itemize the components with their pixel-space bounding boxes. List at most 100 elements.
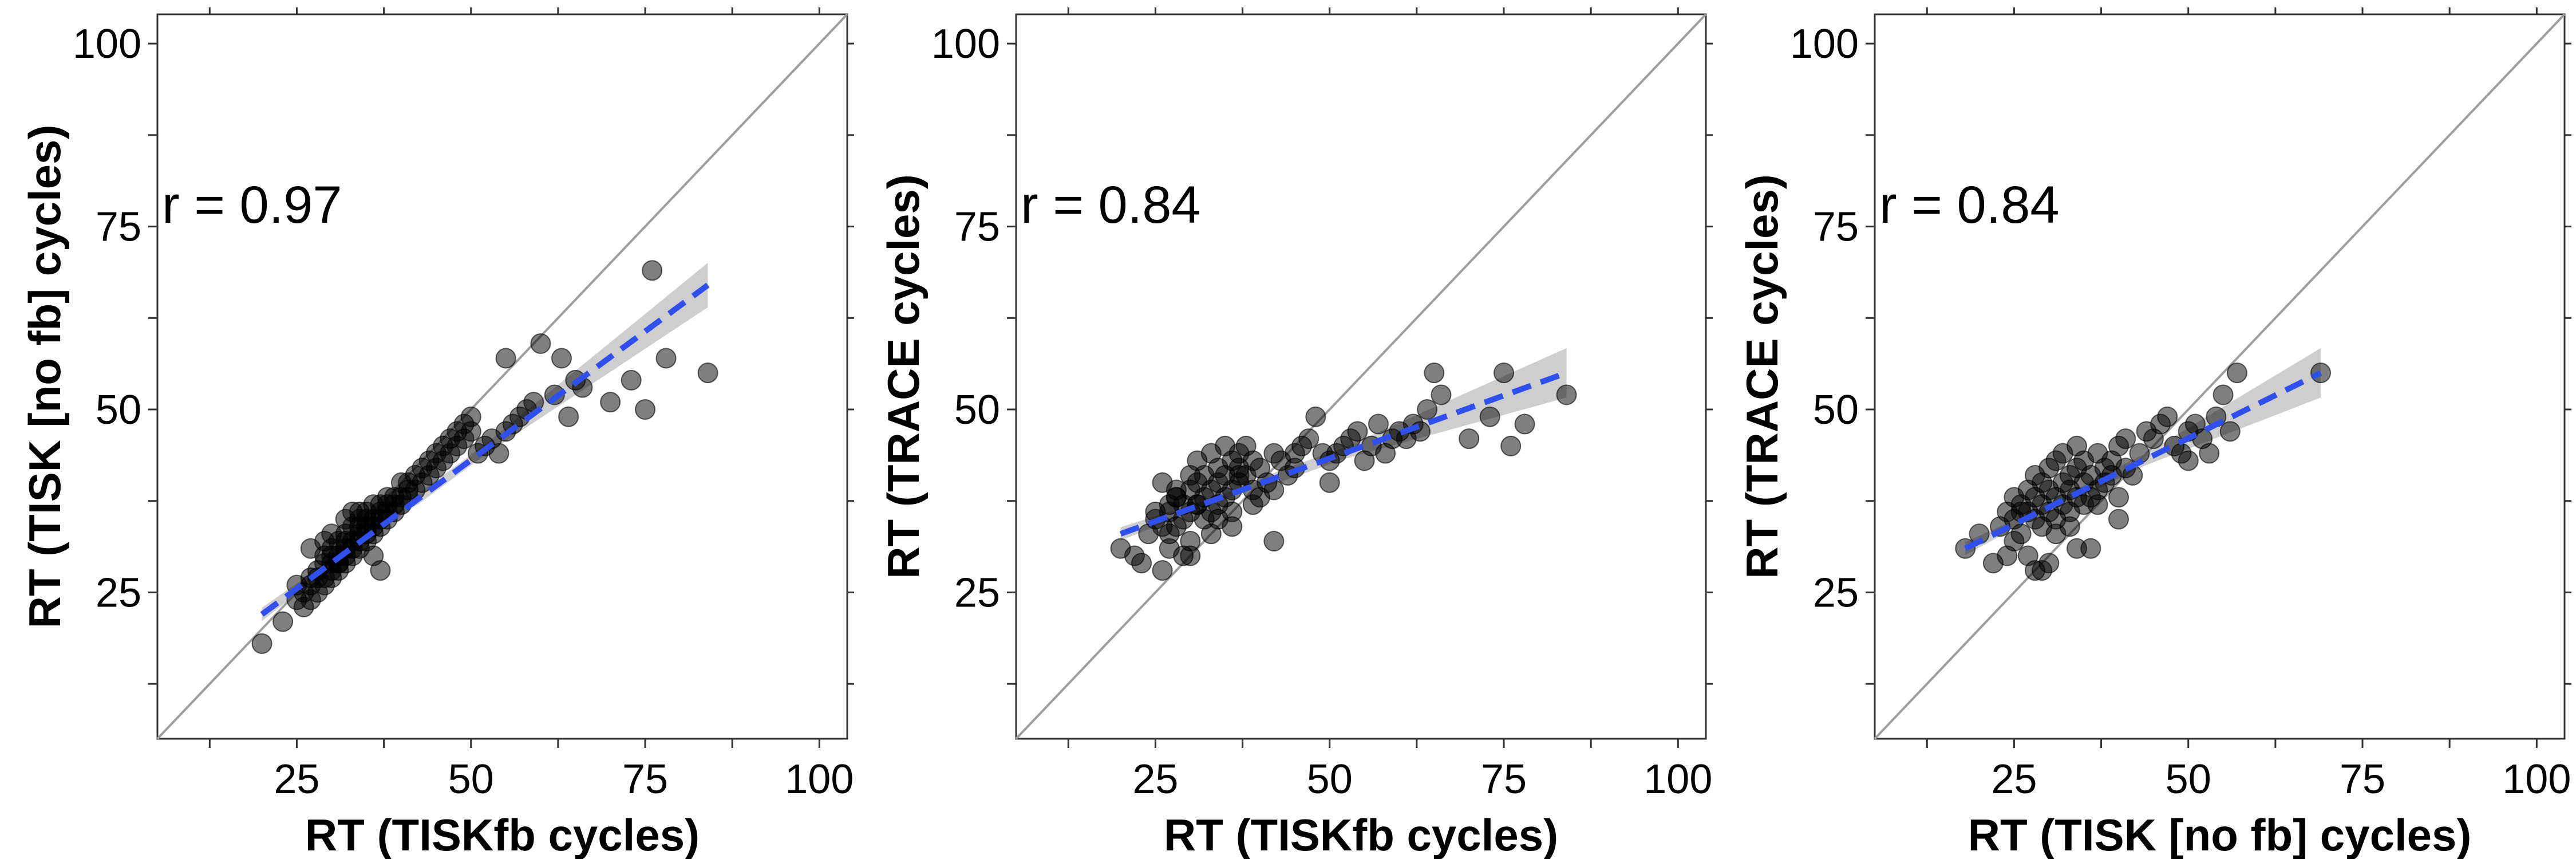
data-point bbox=[1152, 560, 1173, 581]
data-point bbox=[1424, 362, 1445, 384]
identity-line bbox=[1874, 13, 2566, 740]
data-point bbox=[1180, 545, 1201, 566]
y-tick-label: 25 bbox=[96, 570, 141, 616]
x-tick-label: 100 bbox=[785, 756, 854, 802]
data-point bbox=[1263, 531, 1285, 551]
data-point bbox=[1368, 413, 1389, 435]
data-point bbox=[2108, 509, 2129, 530]
x-tick-label: 75 bbox=[622, 756, 668, 802]
y-tick-label: 75 bbox=[96, 204, 141, 250]
panel-1: 25 50 75 100 25 50 75 100 r = 0.97 RT (TISKfb cyc… bbox=[19, 7, 854, 859]
data-point bbox=[2226, 362, 2247, 384]
data-point bbox=[314, 531, 335, 551]
y-tick-label: 100 bbox=[1790, 21, 1859, 67]
x-axis-title: RT (TISKfb cycles) bbox=[305, 810, 700, 859]
data-point bbox=[530, 333, 551, 354]
y-tick-label: 75 bbox=[954, 204, 1000, 250]
y-tick-label: 100 bbox=[73, 21, 141, 67]
x-tick-label: 50 bbox=[2166, 756, 2211, 802]
scatter-points bbox=[1110, 362, 1577, 581]
data-point bbox=[2178, 450, 2199, 471]
data-point bbox=[1228, 465, 1250, 486]
data-point bbox=[551, 348, 572, 369]
x-tick-label: 25 bbox=[1991, 756, 2037, 802]
y-tick-label: 50 bbox=[954, 387, 1000, 433]
x-tick-label: 50 bbox=[448, 756, 494, 802]
y-tick-label: 50 bbox=[1813, 387, 1859, 433]
data-point bbox=[1159, 538, 1180, 559]
data-point bbox=[251, 633, 272, 654]
correlation-label: r = 0.84 bbox=[1879, 176, 2060, 234]
data-point bbox=[1494, 362, 1515, 384]
y-axis-title: RT (TRACE cycles) bbox=[878, 174, 929, 579]
y-tick-label: 50 bbox=[96, 387, 141, 433]
data-point bbox=[600, 392, 621, 413]
x-tick-label: 75 bbox=[2340, 756, 2385, 802]
data-point bbox=[1242, 494, 1263, 515]
data-point bbox=[1500, 435, 1522, 456]
panel-2: 25 50 75 100 25 50 75 100 r = 0.84 RT (TISKfb cyc… bbox=[878, 7, 1713, 859]
fit-line bbox=[1119, 370, 1568, 537]
data-point bbox=[488, 443, 509, 464]
panel-border bbox=[156, 13, 848, 740]
ticks: 25 50 75 100 25 50 75 100 bbox=[1790, 7, 2571, 802]
data-point bbox=[1514, 413, 1535, 435]
data-point bbox=[495, 348, 516, 369]
x-axis-title: RT (TISK [no fb] cycles) bbox=[1968, 810, 2472, 859]
data-point bbox=[2157, 406, 2178, 427]
data-point bbox=[2032, 560, 2053, 581]
data-point bbox=[2059, 516, 2080, 537]
data-point bbox=[1165, 487, 1187, 508]
data-point bbox=[1347, 421, 1368, 442]
data-point bbox=[1298, 428, 1319, 450]
correlation-label: r = 0.97 bbox=[162, 176, 342, 234]
y-axis-title: RT (TISK [no fb] cycles) bbox=[19, 125, 70, 629]
x-tick-label: 50 bbox=[1307, 756, 1353, 802]
y-tick-label: 25 bbox=[954, 570, 1000, 616]
data-point bbox=[1409, 421, 1431, 442]
data-point bbox=[1479, 406, 1500, 427]
x-tick-label: 75 bbox=[1481, 756, 1527, 802]
data-point bbox=[2108, 487, 2129, 508]
data-point bbox=[1131, 553, 1152, 574]
data-point bbox=[642, 260, 663, 281]
correlation-label: r = 0.84 bbox=[1021, 176, 1201, 234]
fit-line bbox=[1964, 370, 2322, 551]
data-point bbox=[1305, 406, 1326, 427]
data-point bbox=[2004, 531, 2025, 551]
y-tick-label: 100 bbox=[931, 21, 1000, 67]
data-point bbox=[697, 362, 718, 384]
data-point bbox=[621, 369, 642, 391]
scatter-points bbox=[251, 260, 718, 654]
identity-line bbox=[1015, 13, 1707, 740]
ticks: 25 50 75 100 25 50 75 100 bbox=[931, 7, 1713, 802]
data-point bbox=[2199, 443, 2220, 464]
data-point bbox=[272, 611, 294, 632]
data-point bbox=[635, 399, 656, 420]
data-point bbox=[460, 406, 481, 427]
y-axis-title: RT (TRACE cycles) bbox=[1737, 174, 1787, 579]
data-point bbox=[2212, 384, 2234, 405]
fit-line bbox=[260, 282, 710, 617]
data-point bbox=[1431, 384, 1452, 405]
ticks: 25 50 75 100 25 50 75 100 bbox=[73, 7, 854, 802]
data-point bbox=[370, 560, 391, 581]
panel-border bbox=[1874, 13, 2566, 740]
panels: 25 50 75 100 25 50 75 100 r = 0.97 RT (TISKfb cyc… bbox=[19, 7, 2571, 859]
data-point bbox=[1207, 509, 1228, 530]
data-point bbox=[2219, 421, 2241, 442]
data-point bbox=[655, 348, 677, 369]
data-point bbox=[2080, 538, 2101, 559]
data-point bbox=[1556, 384, 1577, 405]
x-tick-label: 100 bbox=[1643, 756, 1712, 802]
panel-border bbox=[1015, 13, 1707, 740]
data-point bbox=[2115, 428, 2136, 450]
x-tick-label: 25 bbox=[274, 756, 319, 802]
data-point bbox=[2087, 494, 2108, 515]
data-point bbox=[558, 406, 579, 427]
x-tick-label: 100 bbox=[2502, 756, 2571, 802]
x-tick-label: 25 bbox=[1132, 756, 1178, 802]
data-point bbox=[1417, 399, 1438, 420]
data-point bbox=[335, 509, 356, 530]
